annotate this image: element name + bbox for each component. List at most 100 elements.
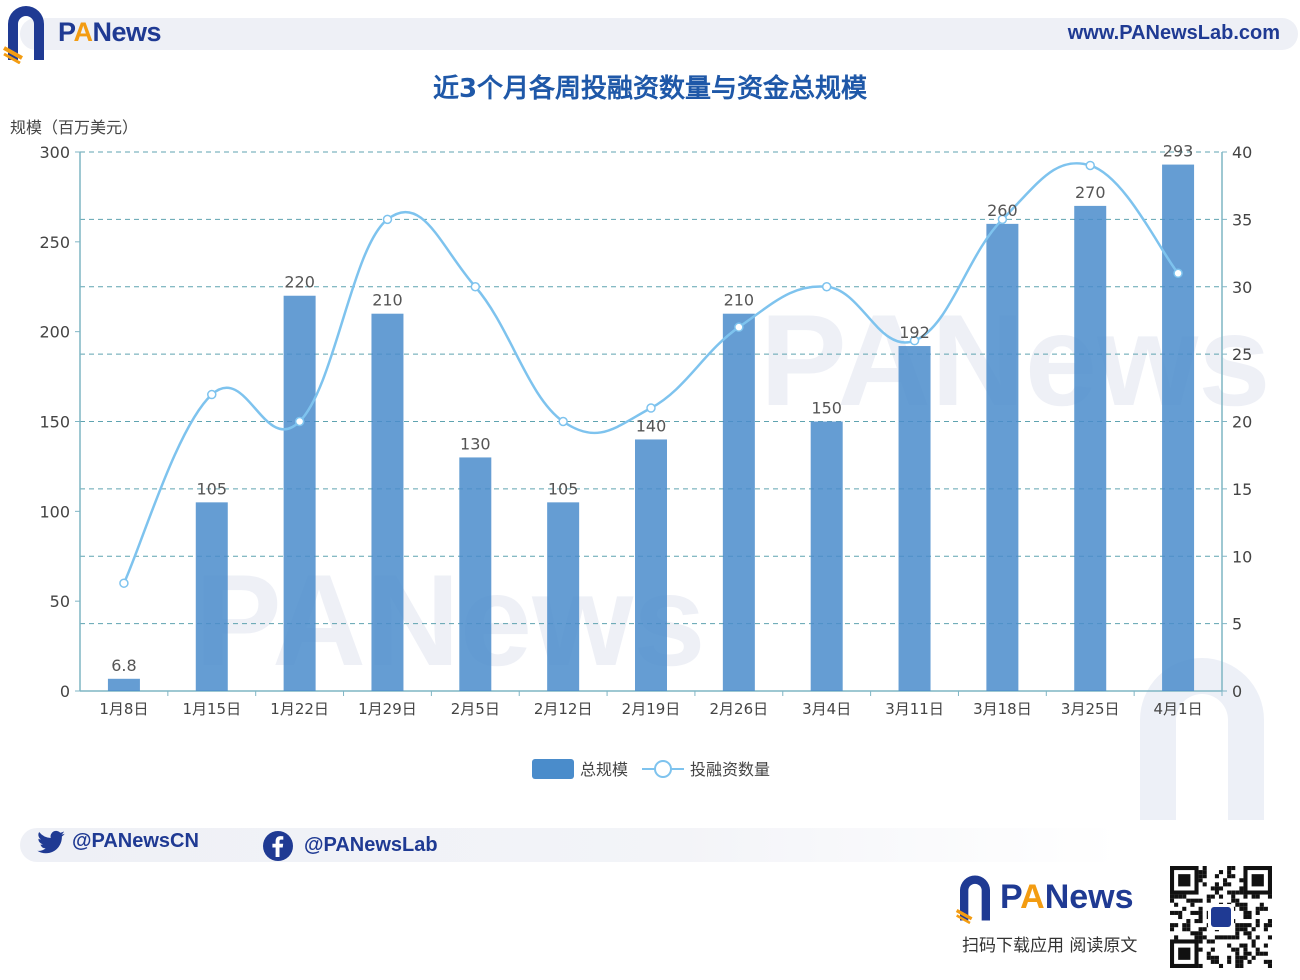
qr-module: [1227, 959, 1232, 964]
chart-svg: PANews PANews 05010015020025030005101520…: [10, 118, 1271, 820]
qr-module: [1194, 935, 1199, 940]
qr-module: [1263, 923, 1268, 928]
qr-module: [1259, 906, 1264, 911]
line-point[interactable]: [558, 416, 568, 427]
qr-module: [1255, 906, 1260, 911]
bar-data-label: 105: [548, 479, 579, 498]
qr-module: [1247, 931, 1252, 936]
facebook-icon[interactable]: [262, 830, 294, 862]
qr-module: [1239, 886, 1244, 891]
bar-data-label: 140: [636, 416, 667, 435]
qr-module: [1174, 894, 1179, 899]
left-tick-label: 150: [39, 413, 70, 432]
qr-module: [1218, 935, 1224, 940]
bar[interactable]: [722, 313, 755, 691]
qr-module: [1267, 963, 1272, 968]
bar-data-label: 192: [899, 323, 930, 342]
y-axis-label: 规模（百万美元）: [10, 118, 138, 137]
brand-letter-a: A: [73, 17, 94, 47]
x-tick-label: 3月4日: [802, 700, 851, 718]
qr-module: [1239, 963, 1244, 968]
qr-module: [1170, 927, 1175, 932]
qr-module: [1194, 919, 1199, 924]
qr-center-logo: [1211, 907, 1231, 927]
x-tick-label: 1月8日: [99, 700, 148, 718]
right-tick-label: 0: [1232, 682, 1242, 701]
qr-module: [1247, 935, 1252, 940]
line-point[interactable]: [997, 214, 1008, 225]
footer-brand: PANews: [1000, 878, 1134, 917]
qr-module: [1227, 870, 1232, 875]
brand-letter-p: P: [58, 17, 74, 47]
line-point[interactable]: [821, 282, 832, 292]
right-tick-label: 35: [1232, 210, 1252, 229]
x-tick-label: 1月22日: [270, 700, 329, 718]
bar-data-label: 210: [372, 291, 403, 310]
qr-module: [1202, 935, 1207, 940]
legend-swatch-bar[interactable]: [532, 759, 574, 779]
bar-data-label: 270: [1075, 183, 1106, 202]
legend-swatch-point[interactable]: [654, 760, 672, 778]
line-point[interactable]: [1085, 160, 1095, 171]
qr-module: [1227, 955, 1232, 960]
line-point[interactable]: [294, 416, 305, 427]
twitter-icon[interactable]: [36, 830, 66, 856]
qr-module: [1170, 894, 1175, 899]
chart-title: 近3个月各周投融资数量与资金总规模: [432, 74, 868, 104]
qr-module: [1182, 894, 1187, 899]
x-tick-label: 3月11日: [885, 700, 944, 718]
bar-data-label: 6.8: [111, 656, 136, 675]
line-point[interactable]: [909, 335, 920, 346]
qr-module: [1194, 898, 1199, 903]
x-tick-label: 1月29日: [358, 700, 417, 718]
download-caption: 扫码下载应用 阅读原文: [962, 936, 1138, 956]
corner-watermark-icon: [1140, 658, 1264, 820]
qr-module: [1259, 902, 1264, 907]
data-labels: 6.8 105 220 210 130 105 140 210 150 192 260 270 293: [111, 142, 1193, 675]
line-point[interactable]: [734, 322, 744, 332]
bar[interactable]: [898, 346, 931, 691]
line-point[interactable]: [1173, 268, 1183, 279]
bar[interactable]: [195, 502, 228, 691]
bar[interactable]: [1162, 164, 1195, 691]
line-point[interactable]: [207, 389, 217, 400]
qr-finder-core: [1251, 874, 1264, 887]
bar[interactable]: [547, 502, 580, 691]
facebook-handle[interactable]: @PANewsLab: [304, 834, 438, 856]
qr-module: [1235, 898, 1240, 903]
qr-module: [1243, 894, 1248, 899]
qr-module: [1214, 886, 1219, 891]
qr-code-icon[interactable]: [1170, 866, 1272, 968]
qr-module: [1198, 947, 1203, 952]
qr-module: [1182, 927, 1187, 932]
qr-module: [1182, 923, 1187, 928]
qr-module: [1198, 906, 1203, 911]
qr-module: [1263, 943, 1268, 948]
qr-module: [1235, 959, 1240, 964]
bar[interactable]: [371, 313, 404, 691]
line-point[interactable]: [119, 578, 129, 588]
footer-brand-a: A: [1020, 878, 1045, 916]
qr-module: [1198, 910, 1203, 915]
legend-label-line[interactable]: 投融资数量: [690, 760, 770, 779]
qr-module: [1247, 910, 1252, 915]
bar[interactable]: [459, 457, 492, 691]
legend[interactable]: 总规模 投融资数量: [532, 759, 770, 779]
bar[interactable]: [635, 439, 667, 691]
qr-module: [1214, 955, 1219, 960]
legend-label-bar[interactable]: 总规模: [580, 760, 628, 779]
bar[interactable]: [283, 295, 316, 691]
twitter-handle[interactable]: @PANewsCN: [72, 830, 199, 852]
line-point[interactable]: [646, 403, 656, 413]
bar[interactable]: [986, 223, 1019, 691]
qr-module: [1267, 919, 1272, 924]
bar[interactable]: [1074, 205, 1107, 691]
qr-module: [1206, 894, 1211, 899]
bar[interactable]: [810, 421, 843, 692]
line-point[interactable]: [382, 214, 393, 225]
qr-module: [1231, 894, 1236, 899]
bar[interactable]: [107, 678, 140, 691]
site-url[interactable]: www.PANewsLab.com: [1067, 22, 1280, 44]
line-point[interactable]: [470, 282, 481, 292]
panews-logo-icon: [3, 6, 44, 64]
